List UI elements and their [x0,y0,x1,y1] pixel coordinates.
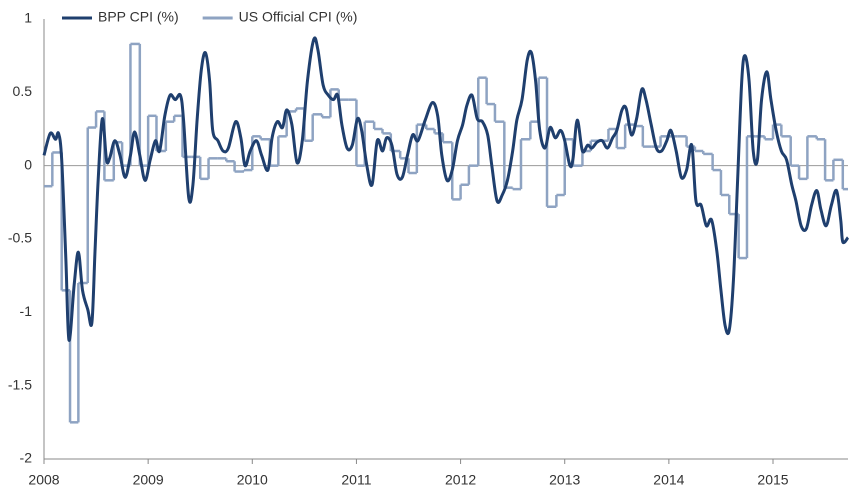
y-tick-label: -2 [20,450,33,466]
x-tick-label: 2009 [133,472,164,488]
x-tick-label: 2008 [28,472,59,488]
y-tick-label: -1 [20,303,33,319]
x-tick-label: 2011 [341,472,371,488]
x-tick-label: 2014 [653,472,684,488]
x-tick-label: 2010 [237,472,268,488]
legend-label: BPP CPI (%) [98,9,179,25]
legend-label: US Official CPI (%) [239,9,358,25]
y-tick-label: 1 [24,10,32,26]
y-tick-label: -1.5 [8,376,32,392]
y-tick-label: -0.5 [8,230,32,246]
x-tick-label: 2015 [757,472,788,488]
x-tick-label: 2012 [445,472,476,488]
y-tick-label: 0.5 [13,83,33,99]
y-tick-label: 0 [24,156,32,172]
line [42,36,850,342]
x-tick-label: 2013 [549,472,580,488]
